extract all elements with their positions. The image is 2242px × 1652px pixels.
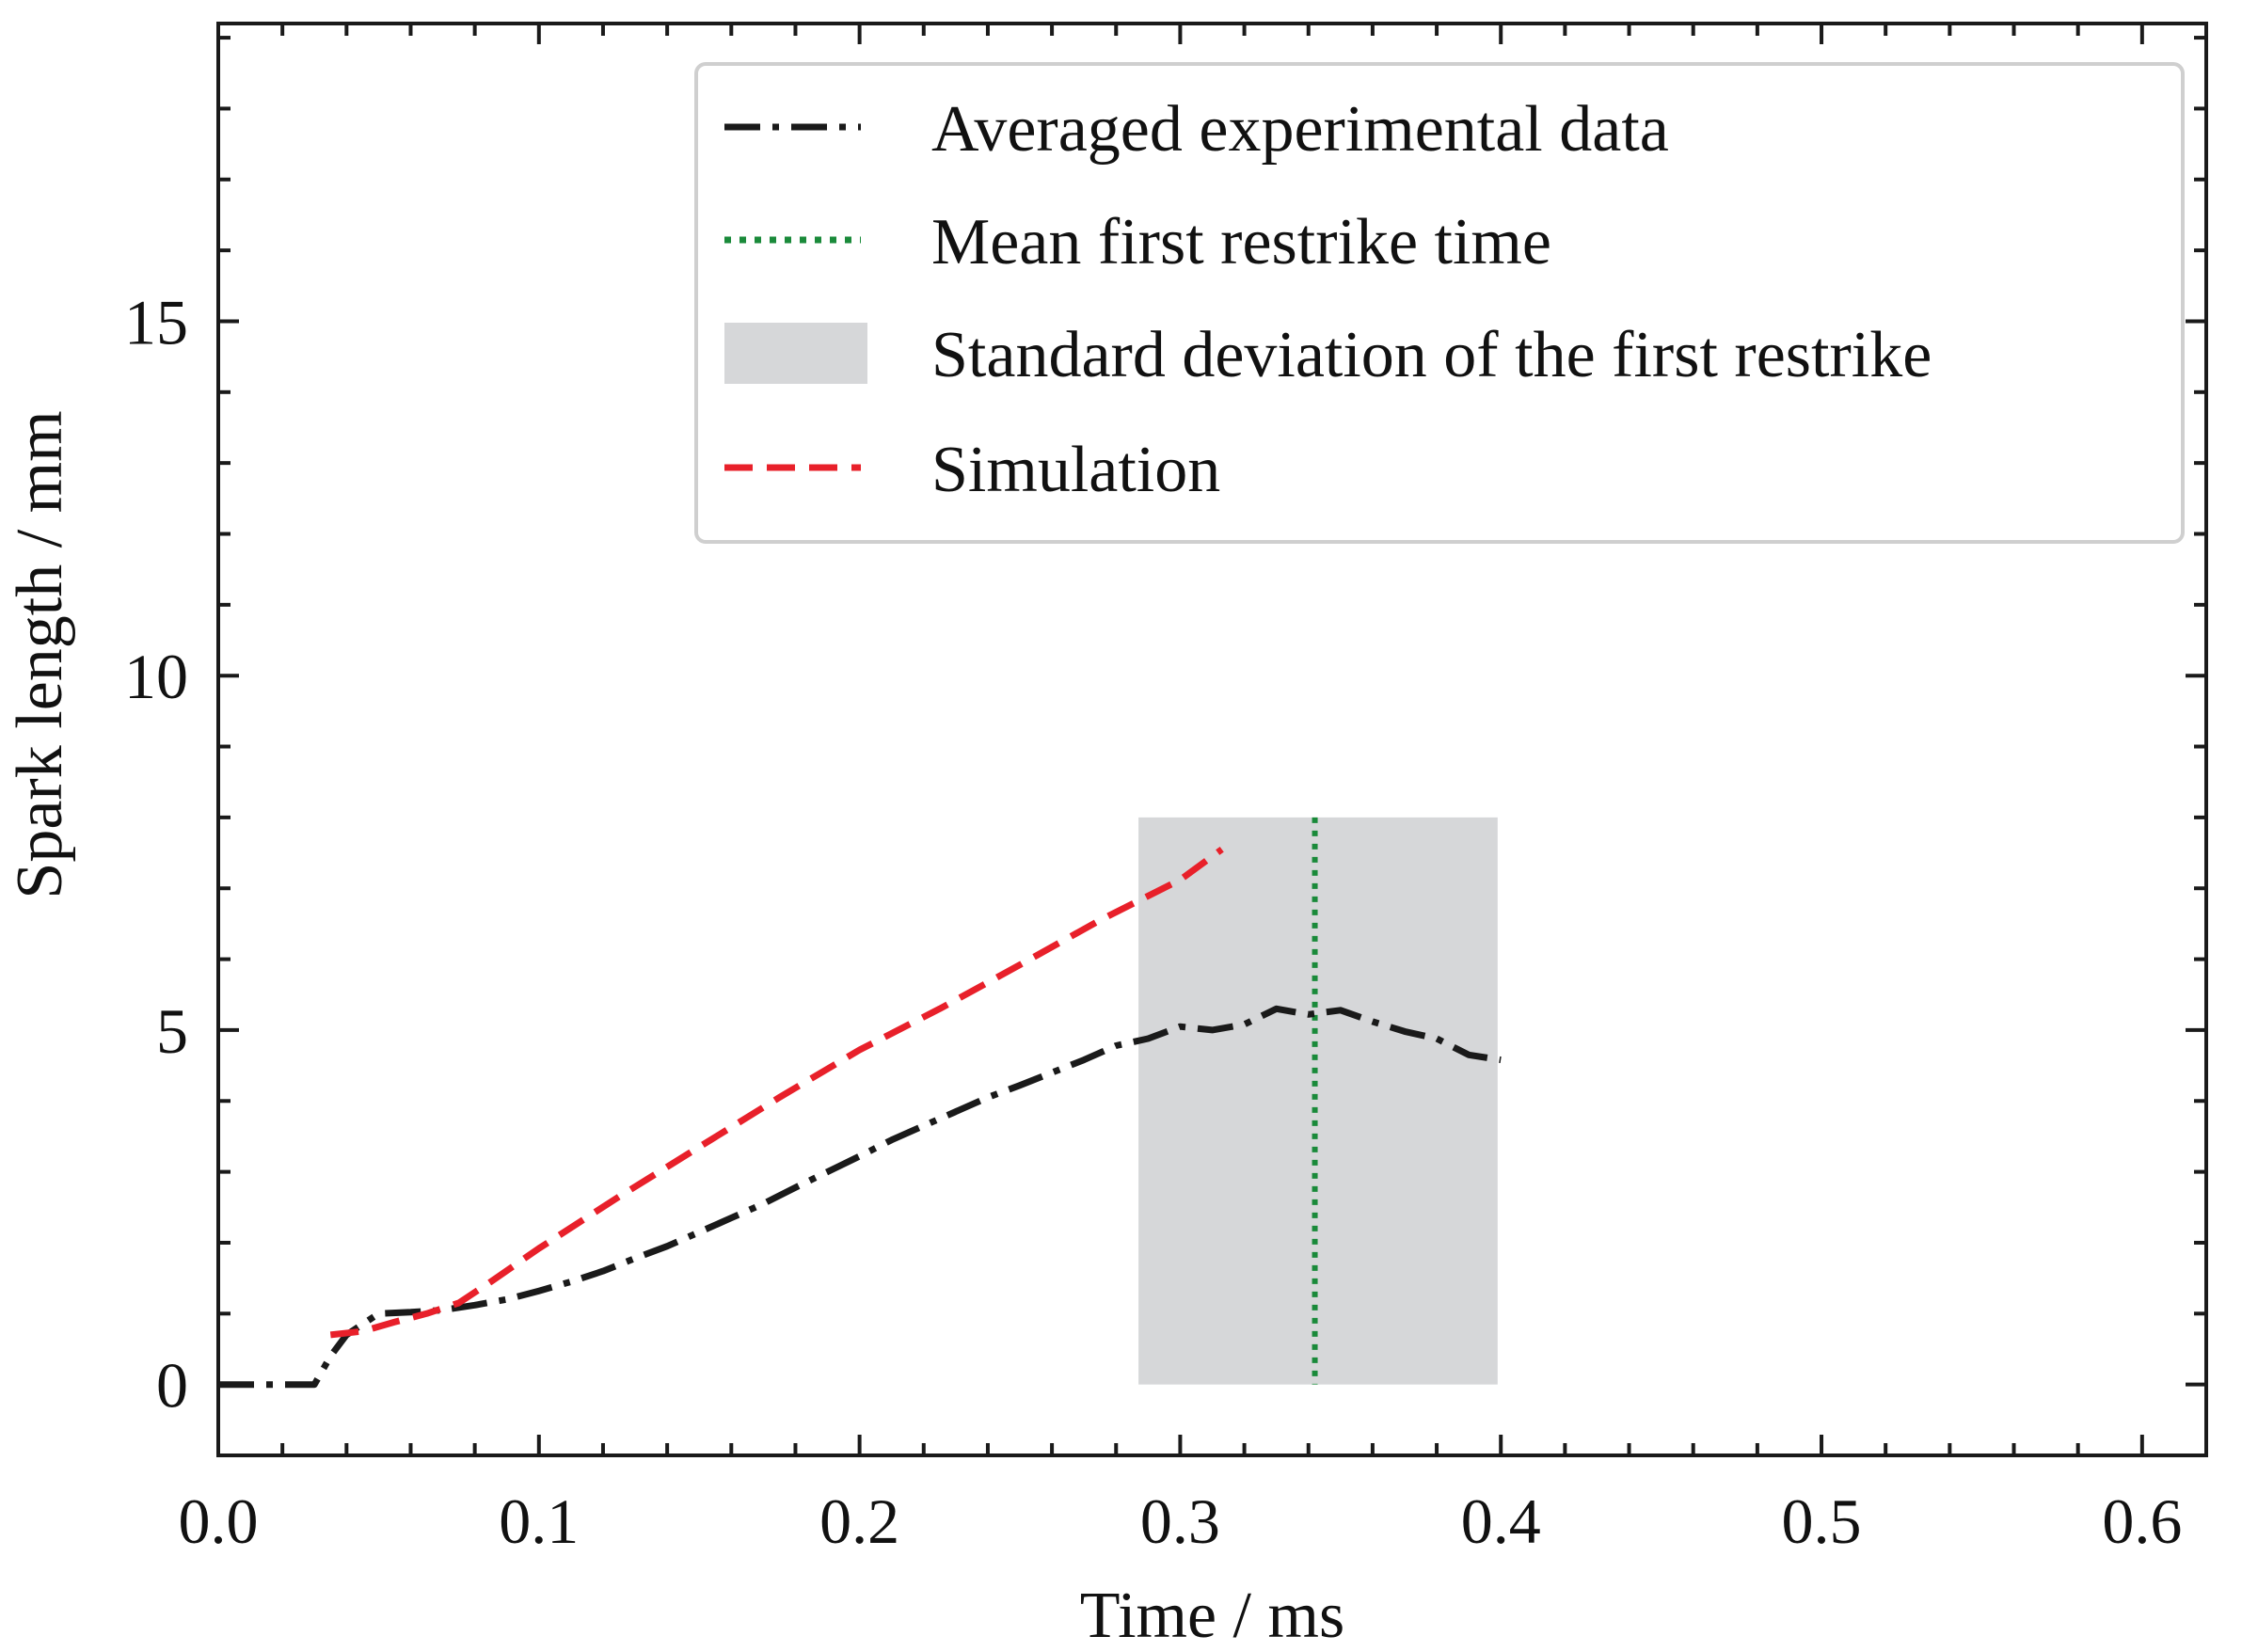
x-tick-label: 0.4 <box>1461 1485 1541 1557</box>
x-axis-ticks: 0.0 0.1 0.2 0.3 0.4 0.5 0.6 <box>179 24 2208 1557</box>
legend-label-experimental: Averaged experimental data <box>931 93 1669 166</box>
legend-label-restrike-time: Mean first restrike time <box>931 206 1551 278</box>
legend-swatch-std-dev <box>724 323 867 384</box>
y-tick-label: 5 <box>156 995 188 1067</box>
legend-label-std-dev: Standard deviation of the first restrike <box>931 319 1932 391</box>
y-tick-label: 0 <box>156 1350 188 1422</box>
x-axis-label: Time / ms <box>1080 1580 1344 1652</box>
std-dev-band <box>1138 817 1498 1385</box>
legend: Averaged experimental data Mean first re… <box>694 62 2185 544</box>
plot-area <box>218 817 1502 1389</box>
axes-frame <box>216 22 2208 1457</box>
y-tick-label: 15 <box>124 286 188 357</box>
y-tick-label: 10 <box>124 641 188 712</box>
x-tick-label: 0.5 <box>1782 1485 1862 1557</box>
x-tick-label: 0.6 <box>2102 1485 2182 1557</box>
legend-box <box>694 62 2185 544</box>
x-tick-label: 0.1 <box>499 1485 579 1557</box>
x-tick-label: 0.3 <box>1140 1485 1220 1557</box>
y-axis-ticks: 0 5 10 15 <box>124 36 2206 1457</box>
series-line-experimental <box>218 1005 1502 1389</box>
x-tick-label: 0.0 <box>179 1485 259 1557</box>
y-axis-label: Spark length / mm <box>4 410 76 898</box>
x-tick-label: 0.2 <box>819 1485 899 1557</box>
legend-label-simulation: Simulation <box>931 434 1220 506</box>
